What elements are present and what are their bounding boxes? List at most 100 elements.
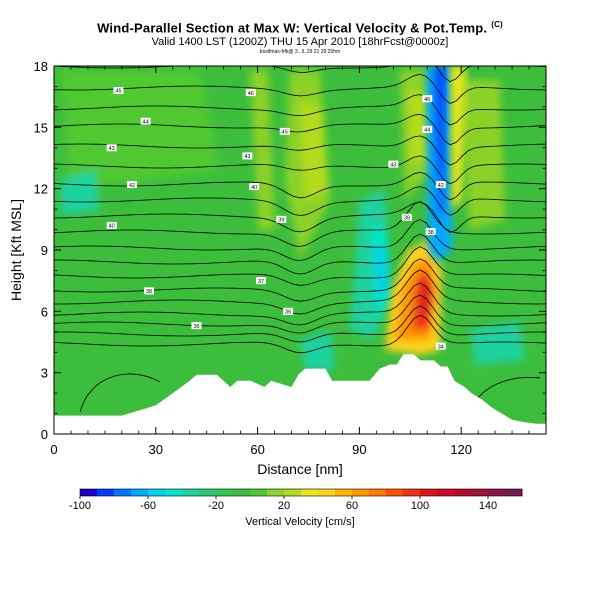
colorbar-swatch-3	[131, 489, 149, 496]
contour-label-3: 42	[129, 183, 135, 189]
colorbar-swatch-25	[505, 489, 523, 496]
colorbar-tick-label-4: 60	[346, 500, 358, 512]
contour-label-bg-8	[279, 127, 290, 135]
field-feature-9	[374, 248, 388, 300]
contour-labels: 45 44 43 42 40 38 36 46 45 43 40 39 37 36 46 44 43 42 39 38…	[106, 87, 446, 350]
contour-label-19: 38	[428, 230, 434, 236]
y-tick-label-6: 18	[34, 59, 48, 74]
contour-label-7: 46	[248, 91, 254, 97]
contour-label-20: 34	[438, 344, 444, 350]
theta-contour-14	[54, 269, 546, 315]
contour-label-bg-4	[106, 221, 117, 229]
colorbar-swatch-8	[216, 489, 234, 496]
contour-label-5: 38	[146, 289, 152, 295]
field-feature-12	[470, 320, 525, 365]
colorbar: -100 -60 -20 20 60 100 140	[69, 488, 523, 512]
theta-contour-5	[54, 155, 546, 185]
theta-contour-4	[54, 135, 546, 166]
contour-label-11: 39	[278, 218, 284, 224]
contour-label-18: 39	[404, 215, 410, 221]
contour-label-4: 40	[109, 224, 115, 230]
colorbar-swatch-15	[335, 489, 353, 496]
terrain	[54, 354, 546, 434]
contour-label-9: 43	[244, 154, 250, 160]
colorbar-swatch-10	[250, 489, 268, 496]
y-axis-label: Height [Kft MSL]	[8, 199, 24, 301]
colorbar-tick-label-3: 20	[278, 500, 290, 512]
colorbar-swatch-12	[284, 489, 302, 496]
colorbar-tick-label-1: -60	[140, 500, 156, 512]
colorbar-swatch-2	[114, 489, 132, 496]
colorbar-swatch-4	[148, 489, 166, 496]
colorbar-tick-label-6: 140	[479, 500, 497, 512]
contour-label-1: 44	[143, 119, 149, 125]
theta-contour-8	[54, 201, 546, 233]
y-tick-label-1: 3	[41, 366, 48, 381]
field-feature-11	[60, 170, 100, 215]
theta-contour-1	[54, 73, 546, 104]
updraft-core	[385, 240, 442, 355]
theta-contour-low-1	[79, 373, 161, 413]
terrain-mask	[54, 354, 546, 434]
colorbar-swatch-5	[165, 489, 183, 496]
colorbar-swatch-21	[437, 489, 455, 496]
colorbar-tick-label-0: -100	[69, 500, 91, 512]
colorbar-label: Vertical Velocity [cm/s]	[245, 516, 355, 528]
contour-label-17: 42	[438, 183, 444, 189]
colorbar-swatch-13	[301, 489, 319, 496]
colorbar-swatch-1	[97, 489, 115, 496]
colorbar-frame	[79, 488, 523, 497]
contour-label-12: 37	[258, 279, 264, 285]
y-tick-label-2: 6	[41, 304, 48, 319]
field-feature-1	[300, 100, 328, 200]
colorbar-swatch-20	[420, 489, 438, 496]
contour-label-bg-20	[435, 342, 446, 350]
source-line: boxlfmax-frfk@ 3.. ll..29 21 29 20hm	[259, 49, 341, 55]
contour-label-bg-10	[249, 183, 260, 191]
colorbar-swatch-16	[352, 489, 370, 496]
field-feature-5	[60, 70, 220, 190]
colorbar-swatch-17	[369, 489, 387, 496]
theta-contour-12	[54, 246, 546, 286]
contour-label-bg-19	[425, 228, 436, 236]
y-tick-label-3: 9	[41, 243, 48, 258]
colorbar-swatch-14	[318, 489, 336, 496]
colorbar-swatch-18	[386, 489, 404, 496]
colorbar-swatch-24	[488, 489, 506, 496]
colorbar-swatch-22	[454, 489, 472, 496]
contour-label-bg-14	[422, 95, 433, 103]
colorbar-tick-label-2: -20	[208, 500, 224, 512]
x-tick-label-1: 30	[149, 442, 163, 457]
theta-contour-11	[54, 233, 546, 275]
contour-label-bg-0	[113, 87, 124, 95]
contour-label-14: 46	[424, 97, 430, 103]
contour-label-bg-6	[191, 322, 202, 330]
contour-label-bg-15	[422, 125, 433, 133]
x-axis-label: Distance [nm]	[257, 461, 343, 477]
colorbar-swatch-9	[233, 489, 251, 496]
colorbar-swatch-7	[199, 489, 217, 496]
colorbar-swatch-11	[267, 489, 285, 496]
contour-label-16: 43	[390, 162, 396, 168]
colorbar-swatch-19	[403, 489, 421, 496]
x-tick-label-4: 120	[450, 442, 472, 457]
theta-contour-2	[54, 94, 546, 126]
contour-label-bg-5	[144, 287, 155, 295]
theta-contour-0	[54, 66, 546, 83]
contour-label-bg-13	[283, 307, 294, 315]
colorbar-tick-label-5: 100	[411, 500, 429, 512]
y-tick-label-0: 0	[41, 427, 48, 442]
contour-label-6: 36	[193, 324, 199, 330]
x-tick-label-2: 60	[250, 442, 264, 457]
downdraft-core	[436, 66, 445, 175]
valid-time-line: Valid 1400 LST (1200Z) THU 15 Apr 2010 […	[151, 36, 449, 48]
contour-label-0: 45	[115, 89, 121, 95]
theta-contour-7	[54, 186, 546, 217]
contour-label-bg-7	[245, 89, 256, 97]
theta-contour-9	[54, 201, 546, 247]
chart-title: Wind-Parallel Section at Max W: Vertical…	[0, 20, 600, 35]
contour-label-bg-11	[276, 215, 287, 223]
field-feature-6	[460, 80, 505, 230]
field-features	[60, 70, 525, 370]
